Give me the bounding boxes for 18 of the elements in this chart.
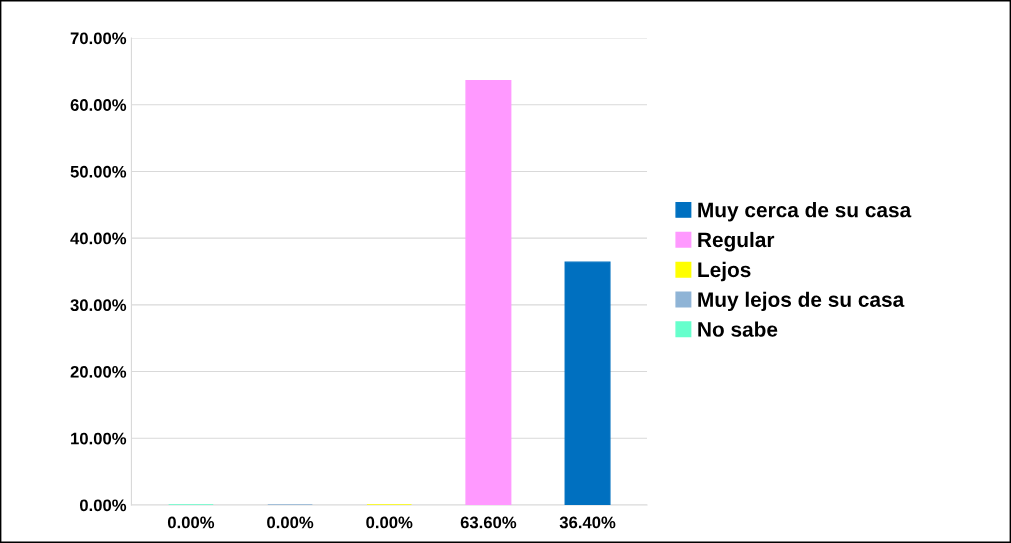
data-label: 0.00% bbox=[167, 516, 215, 529]
y-tick-label: 10.00% bbox=[71, 432, 127, 445]
y-tick-label: 40.00% bbox=[70, 232, 127, 245]
legend-label: Muy cerca de su casa bbox=[698, 202, 912, 222]
y-tick-label: 70.00% bbox=[70, 32, 127, 45]
legend-label: Muy lejos de su casa bbox=[698, 291, 905, 312]
y-tick-label: 50.00% bbox=[70, 165, 127, 178]
legend-label: Regular bbox=[698, 231, 775, 252]
legend-label: Lejos bbox=[698, 261, 751, 282]
data-label: 63.60% bbox=[460, 516, 517, 529]
y-tick-label: 30.00% bbox=[70, 299, 127, 312]
y-tick-label: 20.00% bbox=[70, 365, 127, 378]
data-label: 0.00% bbox=[366, 516, 413, 529]
data-label: 0.00% bbox=[267, 516, 314, 529]
legend-label: No sabe bbox=[698, 321, 778, 337]
y-tick-label: 0.00% bbox=[79, 499, 127, 512]
y-tick-label: 60.00% bbox=[70, 99, 127, 111]
data-label: 36.40% bbox=[559, 516, 616, 529]
